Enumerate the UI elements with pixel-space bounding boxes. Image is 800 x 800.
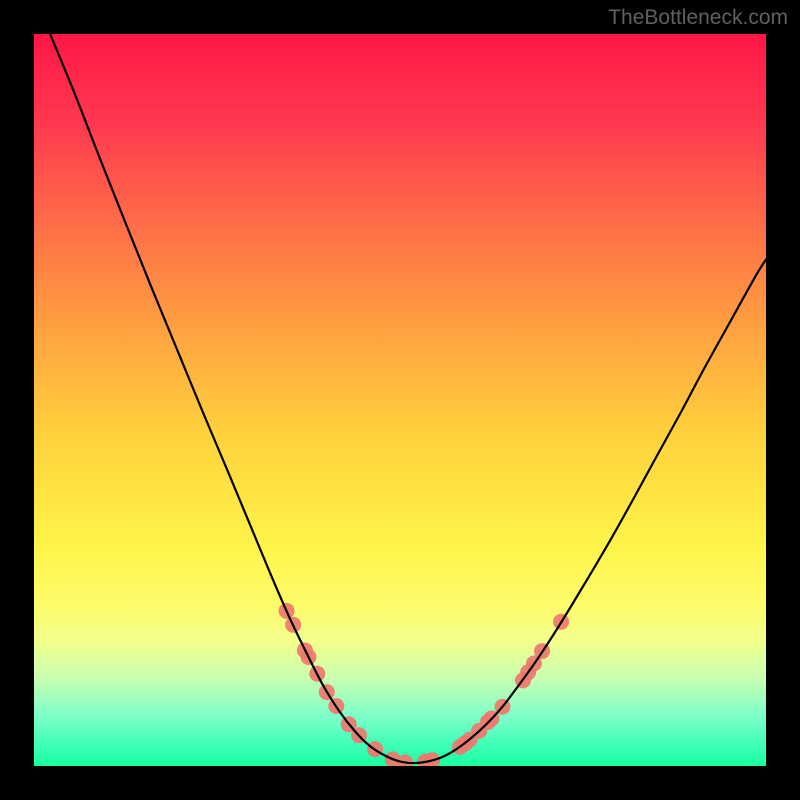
plot-area <box>34 34 766 766</box>
bottleneck-curve <box>50 34 766 763</box>
chart-svg <box>34 34 766 766</box>
watermark-text: TheBottleneck.com <box>608 6 788 30</box>
